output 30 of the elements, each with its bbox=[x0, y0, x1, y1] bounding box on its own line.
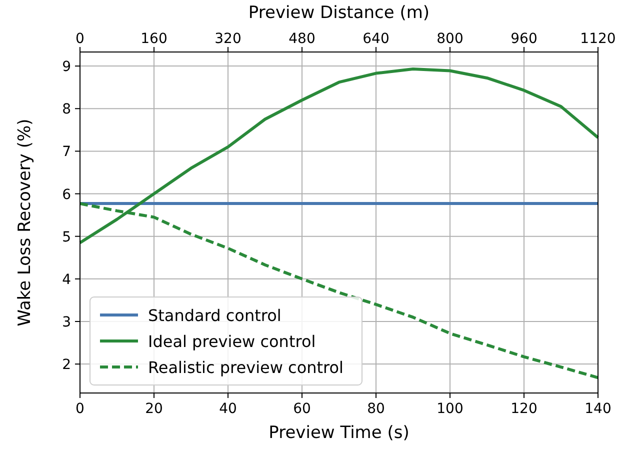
x2-tick-label: 960 bbox=[510, 31, 538, 47]
x-tick-label: 60 bbox=[293, 401, 311, 417]
x2-tick-label: 1120 bbox=[580, 31, 616, 47]
x2-tick-label: 480 bbox=[288, 31, 316, 47]
y-tick-label: 4 bbox=[62, 272, 72, 288]
x2-tick-label: 320 bbox=[214, 31, 242, 47]
y-axis-title: Wake Loss Recovery (%) bbox=[15, 118, 35, 326]
legend-label: Realistic preview control bbox=[148, 358, 344, 377]
y-tick-label: 2 bbox=[62, 357, 71, 374]
y-tick-label: 8 bbox=[62, 102, 71, 118]
x-axis-title: Preview Time (s) bbox=[268, 423, 410, 443]
x2-tick-label: 640 bbox=[362, 31, 390, 47]
x-tick-label: 40 bbox=[219, 401, 237, 417]
y-tick-label: 5 bbox=[62, 229, 71, 246]
x-tick-label: 120 bbox=[510, 401, 538, 417]
y-tick-label: 9 bbox=[62, 59, 71, 76]
y-tick-label: 7 bbox=[62, 144, 71, 160]
x2-tick-label: 800 bbox=[436, 31, 464, 47]
x-tick-label: 0 bbox=[76, 401, 84, 417]
x2-axis-title: Preview Distance (m) bbox=[248, 3, 430, 23]
x-tick-label: 140 bbox=[584, 401, 612, 417]
y-tick-label: 3 bbox=[62, 314, 71, 330]
x2-tick-label: 0 bbox=[76, 31, 84, 47]
x-tick-label: 100 bbox=[436, 401, 464, 417]
legend-label: Standard control bbox=[148, 306, 282, 325]
legend-label: Ideal preview control bbox=[148, 332, 316, 351]
y-tick-label: 6 bbox=[62, 186, 72, 203]
x-tick-label: 20 bbox=[145, 401, 163, 417]
x-tick-label: 80 bbox=[367, 401, 385, 417]
x2-tick-label: 160 bbox=[140, 31, 168, 47]
